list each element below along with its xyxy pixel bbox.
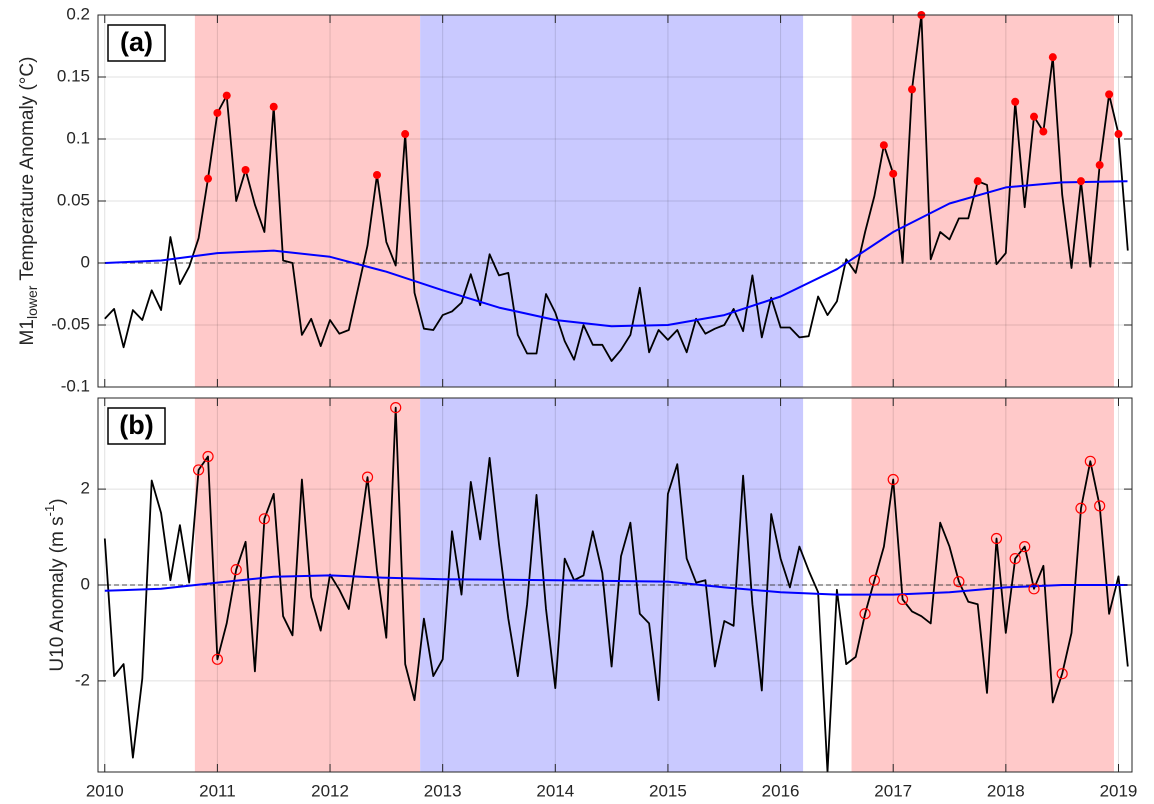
x-tick-label: 2011 (199, 781, 236, 800)
data-point (889, 169, 898, 178)
data-point (372, 170, 381, 179)
y-tick-label: -2 (75, 670, 90, 689)
x-tick-label: 2013 (424, 781, 462, 800)
panel: -0.1 -0.05 0 0.05 0.1 0.15 0.2 (a) M1lower Tempe… (17, 4, 1133, 395)
data-point (213, 108, 222, 117)
shaded-period (420, 15, 804, 387)
y-tick-label: 0 (81, 574, 90, 593)
x-tick-label: 2019 (1100, 781, 1138, 800)
axes-frame (97, 397, 1133, 773)
data-point (390, 401, 402, 414)
data-point (211, 653, 223, 665)
y-axis-label-part: M1 (17, 319, 38, 345)
y-axis-label: M1lower Temperature Anomaly (°C) (17, 57, 40, 346)
y-axis-label-part: ) (47, 498, 68, 504)
data-point (401, 130, 410, 139)
x-tick-label: 2018 (987, 781, 1025, 800)
data-point (222, 91, 231, 100)
data-point (269, 102, 278, 111)
data-point (1039, 127, 1048, 136)
panel: 2010 2011 2012 2013 2014 2015 2016 2017 2018 2019… (42, 397, 1138, 800)
x-tick-label: 2010 (86, 781, 124, 800)
data-point (1095, 161, 1104, 170)
data-point (896, 593, 909, 605)
data-point (887, 473, 899, 486)
axes-frame (97, 14, 1133, 388)
y-tick-label: 2 (81, 479, 90, 498)
data-point (361, 471, 374, 483)
data-point (1019, 541, 1031, 553)
x-tick-label: 2017 (874, 781, 912, 800)
data-point (1028, 583, 1040, 595)
data-point (241, 166, 250, 174)
data-point (1011, 97, 1020, 106)
y-tick-label: 0.2 (66, 4, 90, 23)
data-point (990, 532, 1003, 545)
plot-area (98, 15, 1132, 387)
data-point (1009, 553, 1021, 565)
y-tick-label: 0 (81, 252, 90, 271)
data-point (953, 576, 965, 588)
data-point (868, 574, 881, 586)
y-tick-label: 0.1 (66, 128, 90, 147)
data-point (1048, 53, 1057, 62)
y-axis-label-sup: -1 (42, 505, 57, 517)
data-point (973, 177, 982, 186)
data-point (879, 141, 888, 150)
panel-label: (a) (120, 27, 153, 57)
panel-label-box (107, 407, 166, 445)
panel-label: (b) (119, 410, 153, 440)
panel-label-box (107, 24, 166, 62)
data-point (204, 174, 213, 183)
y-axis-label: U10 Anomaly (m s-1) (42, 498, 68, 671)
y-axis-label-sub: lower (24, 285, 40, 319)
data-line (104, 15, 1129, 362)
x-tick-label: 2015 (649, 781, 687, 800)
data-point (192, 464, 205, 476)
data-point (258, 513, 270, 525)
data-line (104, 574, 1128, 596)
data-point (1076, 177, 1085, 186)
data-line (104, 180, 1128, 328)
y-axis-label-part: Temperature Anomaly (°C) (17, 57, 38, 286)
y-tick-label: -0.05 (51, 314, 90, 333)
plot-area (98, 398, 1132, 772)
data-line (103, 406, 1129, 772)
data-point (230, 564, 242, 576)
data-point (1105, 90, 1114, 99)
y-tick-label: 0.15 (57, 66, 90, 85)
data-point (1094, 500, 1106, 512)
data-point (859, 608, 871, 620)
x-tick-label: 2016 (762, 781, 800, 800)
data-point (202, 450, 214, 463)
data-point (908, 85, 917, 94)
y-tick-label: 0.05 (57, 190, 90, 209)
x-tick-label: 2014 (536, 781, 574, 800)
data-point (1084, 455, 1096, 467)
x-tick-label: 2012 (311, 781, 349, 800)
data-point (1114, 130, 1123, 139)
data-point (1030, 112, 1039, 121)
y-tick-label: -0.1 (61, 376, 90, 395)
data-point (1075, 502, 1087, 514)
data-point (1056, 668, 1068, 680)
y-axis-label-part: U10 Anomaly (m s (47, 516, 68, 671)
